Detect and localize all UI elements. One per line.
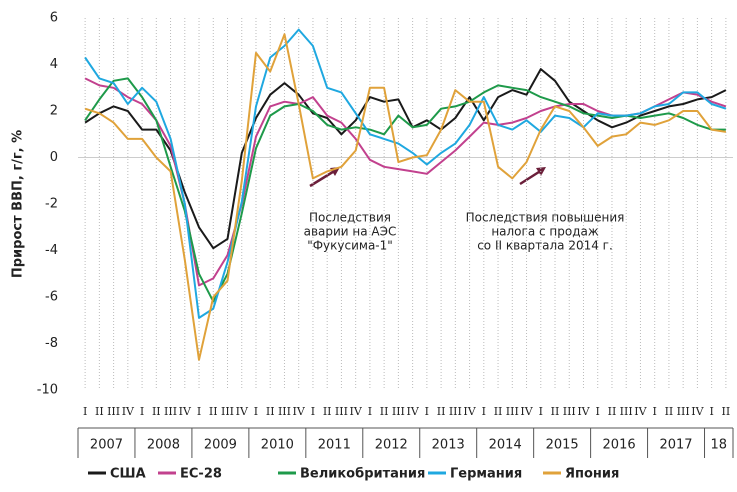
year-label: 2009 <box>204 438 237 453</box>
year-label: 2016 <box>603 438 636 453</box>
x-tick-label: III <box>278 405 291 418</box>
year-label: 2014 <box>489 438 522 453</box>
series-line <box>84 68 727 250</box>
x-tick-label: I <box>368 405 372 418</box>
y-axis-label: Прирост ВВП, г/г, % <box>11 130 26 278</box>
x-tick-label: III <box>563 405 576 418</box>
x-tick-label: I <box>311 405 315 418</box>
series-line <box>84 28 727 319</box>
y-tick-label: 2 <box>50 104 58 119</box>
y-tick-label: 6 <box>50 11 58 26</box>
x-tick-label: III <box>221 405 234 418</box>
y-tick-label: 4 <box>50 57 58 72</box>
x-tick-label: I <box>596 405 600 418</box>
x-tick-label: IV <box>122 405 135 418</box>
legend-label: Великобритания <box>300 467 425 482</box>
x-tick-label: IV <box>293 405 306 418</box>
year-label: 2012 <box>375 438 408 453</box>
x-tick-label: II <box>152 405 161 418</box>
year-label: 18 <box>710 438 727 453</box>
x-tick-label: IV <box>634 405 647 418</box>
y-tick-label: -2 <box>45 197 58 212</box>
year-label: 2008 <box>147 438 180 453</box>
legend-label: ЕС-28 <box>180 467 222 482</box>
year-label: 2017 <box>659 438 692 453</box>
x-tick-label: II <box>266 405 275 418</box>
legend-label: США <box>110 467 146 482</box>
x-tick-label: III <box>335 405 348 418</box>
year-label: 2010 <box>261 438 294 453</box>
x-tick-label: II <box>608 405 617 418</box>
x-tick-label: I <box>83 405 87 418</box>
x-tick-label: III <box>164 405 177 418</box>
annotation: налога с продаж <box>491 225 599 239</box>
x-tick-label: I <box>709 405 713 418</box>
year-label: 2013 <box>432 438 465 453</box>
x-tick-label: IV <box>463 405 476 418</box>
annotation: Последствия <box>309 211 391 225</box>
year-label: 2015 <box>546 438 579 453</box>
x-tick-label: III <box>107 405 120 418</box>
x-tick-label: II <box>95 405 104 418</box>
x-tick-label: II <box>722 405 731 418</box>
x-tick-label: I <box>482 405 486 418</box>
y-tick-label: -8 <box>45 336 58 351</box>
x-tick-label: IV <box>350 405 363 418</box>
x-tick-label: I <box>197 405 201 418</box>
annotation: "Фукусима-1" <box>307 239 393 253</box>
y-tick-label: -4 <box>45 243 58 258</box>
x-tick-label: I <box>653 405 657 418</box>
x-tick-label: IV <box>520 405 533 418</box>
x-tick-label: III <box>620 405 633 418</box>
x-tick-label: II <box>551 405 560 418</box>
x-tick-label: III <box>392 405 405 418</box>
series-line <box>84 33 727 361</box>
x-tick-label: II <box>665 405 674 418</box>
x-tick-label: IV <box>406 405 419 418</box>
x-tick-label: II <box>323 405 332 418</box>
x-tick-label: II <box>494 405 503 418</box>
x-tick-label: IV <box>577 405 590 418</box>
x-tick-label: I <box>539 405 543 418</box>
arrow <box>519 168 543 186</box>
y-tick-label: -6 <box>45 290 58 305</box>
legend-label: Япония <box>565 467 619 482</box>
x-tick-label: I <box>425 405 429 418</box>
x-tick-label: IV <box>179 405 192 418</box>
x-tick-label: III <box>506 405 519 418</box>
annotation: со II квартала 2014 г. <box>477 239 613 253</box>
x-tick-label: IV <box>691 405 704 418</box>
legend-label: Германия <box>450 467 522 482</box>
y-tick-label: -10 <box>37 383 58 398</box>
x-tick-label: I <box>254 405 258 418</box>
annotation: аварии на АЭС <box>304 225 397 239</box>
annotation: Последствия повышения <box>466 211 625 225</box>
arrow <box>309 168 337 188</box>
x-tick-label: II <box>209 405 218 418</box>
x-tick-label: III <box>677 405 690 418</box>
x-tick-label: I <box>140 405 144 418</box>
x-tick-label: IV <box>236 405 249 418</box>
x-tick-label: II <box>437 405 446 418</box>
series-line <box>84 77 726 303</box>
x-tick-label: III <box>449 405 462 418</box>
year-label: 2007 <box>90 438 123 453</box>
year-label: 2011 <box>318 438 351 453</box>
y-tick-label: 0 <box>50 150 58 165</box>
x-tick-label: II <box>380 405 389 418</box>
